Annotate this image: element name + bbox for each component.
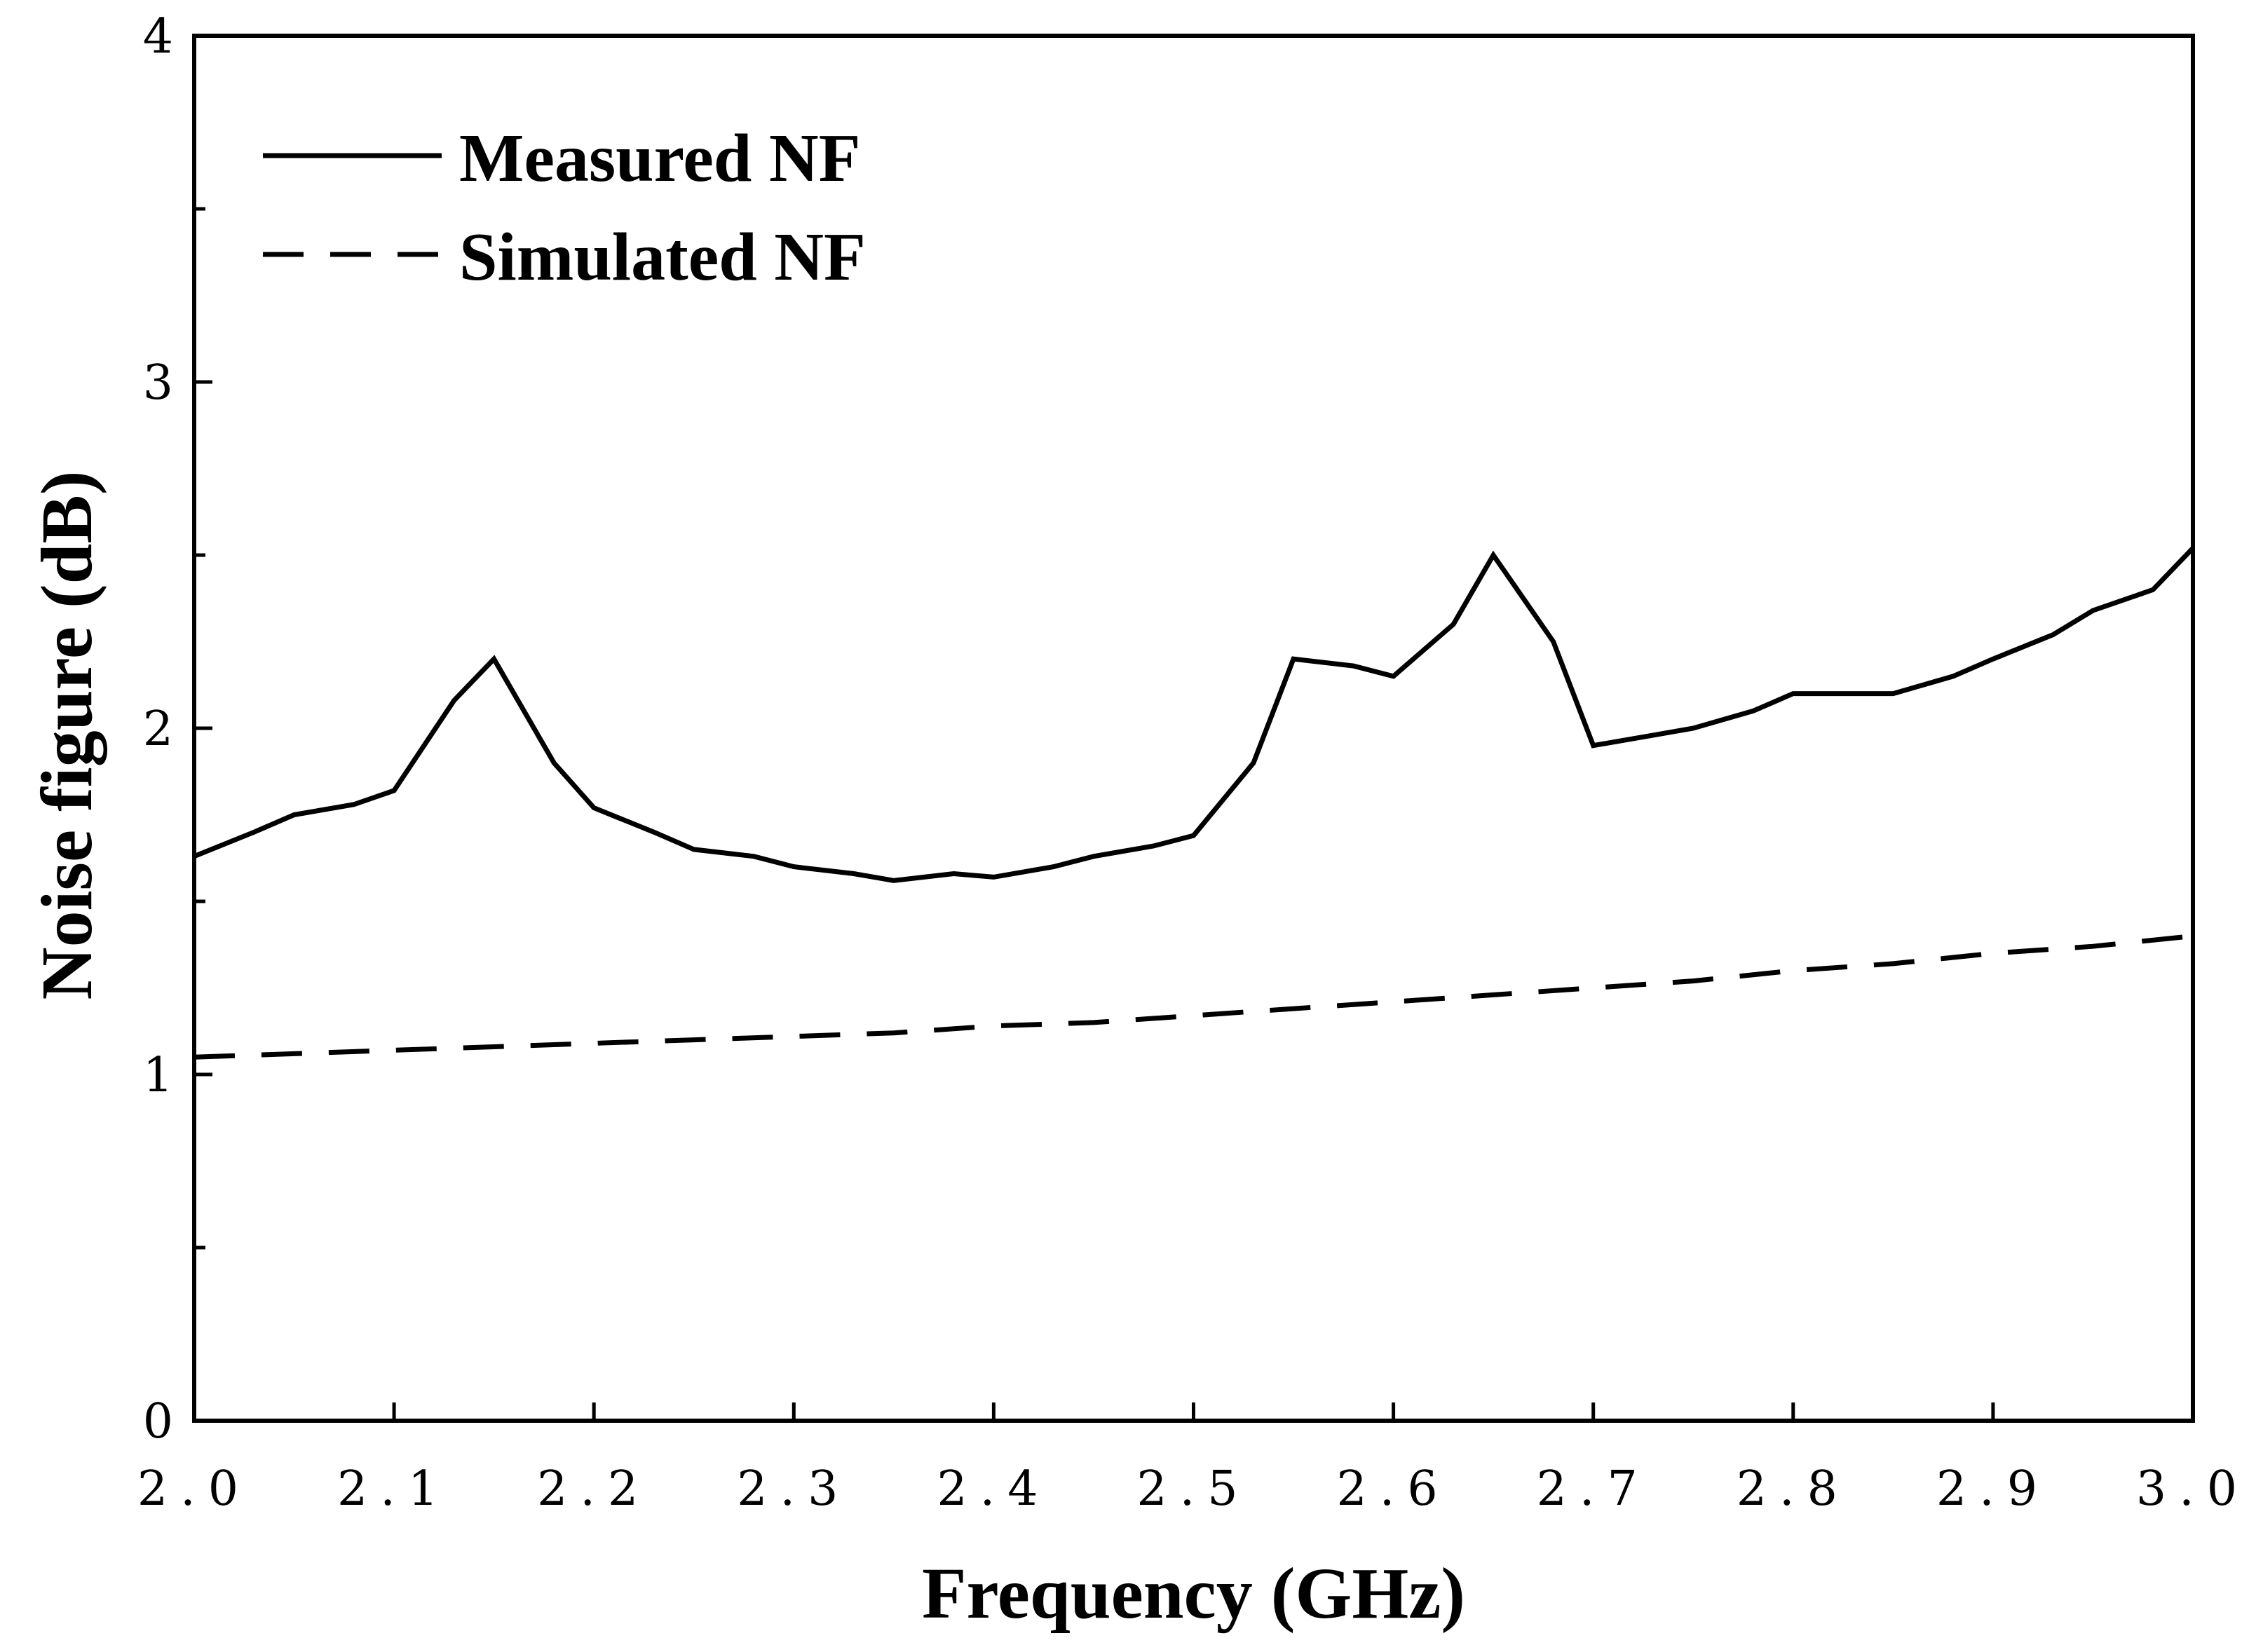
- y-tick-label: 1: [143, 1048, 173, 1103]
- x-tick-label: 2.1: [337, 1461, 451, 1517]
- y-tick-label: 4: [143, 9, 173, 64]
- x-tick-label: 2.0: [137, 1461, 251, 1517]
- series-line-simulated-nf: [193, 933, 2194, 1060]
- tick-labels-layer: 2.0 2.1 2.2 2.3 2.4 2.5 2.6 2.7 2.8 2.9 3.0 0 1 2 3 4: [137, 9, 2249, 1517]
- x-tick-label: 2.2: [537, 1461, 651, 1517]
- x-tick-label: 3.0: [2136, 1461, 2249, 1517]
- y-tick-label: 0: [143, 1394, 173, 1449]
- x-tick-label: 2.7: [1537, 1461, 1650, 1517]
- x-tick-label: 2.5: [1136, 1461, 1250, 1517]
- series-layer: [193, 546, 2195, 1060]
- x-tick-label: 2.9: [1936, 1461, 2050, 1517]
- legend: Measured NF Simulated NF: [263, 121, 866, 295]
- y-tick-label: 3: [143, 355, 173, 411]
- legend-label-measured-nf: Measured NF: [459, 121, 861, 196]
- x-tick-label: 2.3: [737, 1461, 850, 1517]
- ticks-layer: [192, 34, 2195, 1423]
- x-axis-title: Frequency (GHz): [922, 1553, 1465, 1634]
- x-tick-label: 2.6: [1337, 1461, 1450, 1517]
- y-axis-title: Noise figure (dB): [27, 471, 107, 1000]
- series-line-measured-nf: [193, 546, 2195, 883]
- x-tick-label: 2.8: [1737, 1461, 1850, 1517]
- legend-label-simulated-nf: Simulated NF: [459, 219, 866, 295]
- x-tick-label: 2.4: [937, 1461, 1050, 1517]
- y-tick-label: 2: [143, 702, 173, 757]
